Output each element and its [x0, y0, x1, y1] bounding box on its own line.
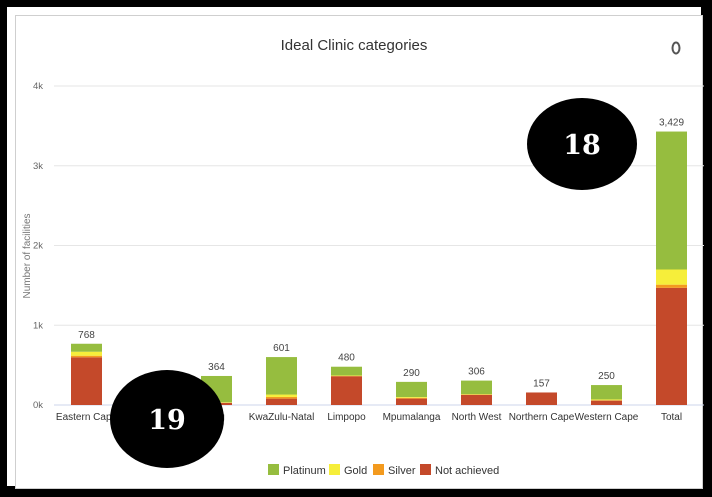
bar-segment-gold	[266, 394, 297, 397]
bar-segment-silver	[266, 396, 297, 399]
bar-segment-platinum	[331, 366, 362, 376]
x-tick-label: KwaZulu-Natal	[249, 412, 315, 423]
legend-swatch	[373, 464, 384, 475]
x-tick-label: Mpumalanga	[383, 412, 441, 423]
bar-segment-platinum	[266, 357, 297, 395]
chart-title: Ideal Clinic categories	[281, 37, 428, 54]
y-tick-label: 3k	[33, 161, 43, 172]
data-label: 364	[208, 362, 225, 373]
bars	[71, 131, 687, 405]
bar-segment-not-achieved	[656, 287, 687, 405]
bar-segment-not-achieved	[526, 392, 557, 405]
y-tick-label: 1k	[33, 320, 43, 331]
outer-frame: Ideal Clinic categories Number of facili…	[4, 4, 704, 489]
bar-segment-platinum	[591, 385, 622, 400]
legend-item-not-achieved[interactable]: Not achieved	[420, 464, 499, 477]
legend-label: Platinum	[283, 465, 326, 477]
legend-swatch	[420, 464, 431, 475]
y-axis-label: Number of facilities	[22, 213, 33, 298]
bar-segment-not-achieved	[71, 357, 102, 405]
legend: Platinum Gold Silver Not achieved	[268, 464, 499, 477]
data-label: 290	[403, 368, 420, 379]
x-tick-label: Eastern Cape	[56, 412, 118, 423]
bar-segment-silver	[71, 355, 102, 358]
bar-segment-not-achieved	[331, 376, 362, 405]
annotation-marker-19: 19	[110, 370, 224, 468]
x-tick-label: North West	[452, 412, 502, 423]
bar-segment-not-achieved	[396, 398, 427, 405]
x-tick-label: Limpopo	[327, 412, 366, 423]
bar-segment-silver	[656, 284, 687, 288]
data-label: 480	[338, 353, 355, 364]
legend-swatch	[329, 464, 340, 475]
legend-swatch	[268, 464, 279, 475]
chart-svg: Ideal Clinic categories Number of facili…	[22, 37, 704, 477]
bar-segment-platinum	[396, 381, 427, 398]
annotation-markers: 18 19	[110, 98, 637, 468]
legend-item-platinum[interactable]: Platinum	[268, 464, 326, 477]
annotation-marker-18: 18	[527, 98, 637, 190]
x-tick-label: Total	[661, 412, 682, 423]
data-label: 306	[468, 367, 485, 378]
x-tick-label: Western Cape	[575, 412, 639, 423]
y-axis-ticks: 0k 1k 2k 3k 4k	[33, 81, 43, 411]
y-tick-label: 2k	[33, 241, 43, 252]
data-label: 601	[273, 343, 290, 354]
legend-label: Gold	[344, 465, 367, 477]
bar-segment-gold	[396, 397, 427, 398]
chart-container: Ideal Clinic categories Number of facili…	[15, 15, 704, 489]
bar-segment-gold	[71, 351, 102, 356]
data-label: 768	[78, 330, 95, 341]
annotation-label-19: 19	[148, 405, 186, 436]
x-tick-label: Northern Cape	[509, 412, 575, 423]
bar-segment-gold	[656, 269, 687, 285]
y-tick-label: 0k	[33, 400, 43, 411]
bar-segment-platinum	[656, 131, 687, 270]
y-tick-label: 4k	[33, 81, 43, 92]
annotation-label-18: 18	[563, 130, 601, 161]
legend-item-gold[interactable]: Gold	[329, 464, 367, 477]
bar-segment-platinum	[71, 343, 102, 352]
bar-segment-platinum	[461, 380, 492, 395]
legend-label: Not achieved	[435, 465, 499, 477]
bar-segment-not-achieved	[461, 394, 492, 405]
bar-segment-not-achieved	[266, 398, 297, 405]
data-label: 157	[533, 378, 550, 389]
data-label: 250	[598, 371, 615, 382]
bar-segment-silver	[396, 397, 427, 399]
legend-item-silver[interactable]: Silver	[373, 464, 416, 477]
legend-label: Silver	[388, 465, 416, 477]
data-label: 3,429	[659, 118, 684, 129]
context-menu-icon[interactable]	[671, 41, 681, 55]
bar-segment-not-achieved	[591, 400, 622, 405]
bar-segment-gold	[591, 399, 622, 401]
